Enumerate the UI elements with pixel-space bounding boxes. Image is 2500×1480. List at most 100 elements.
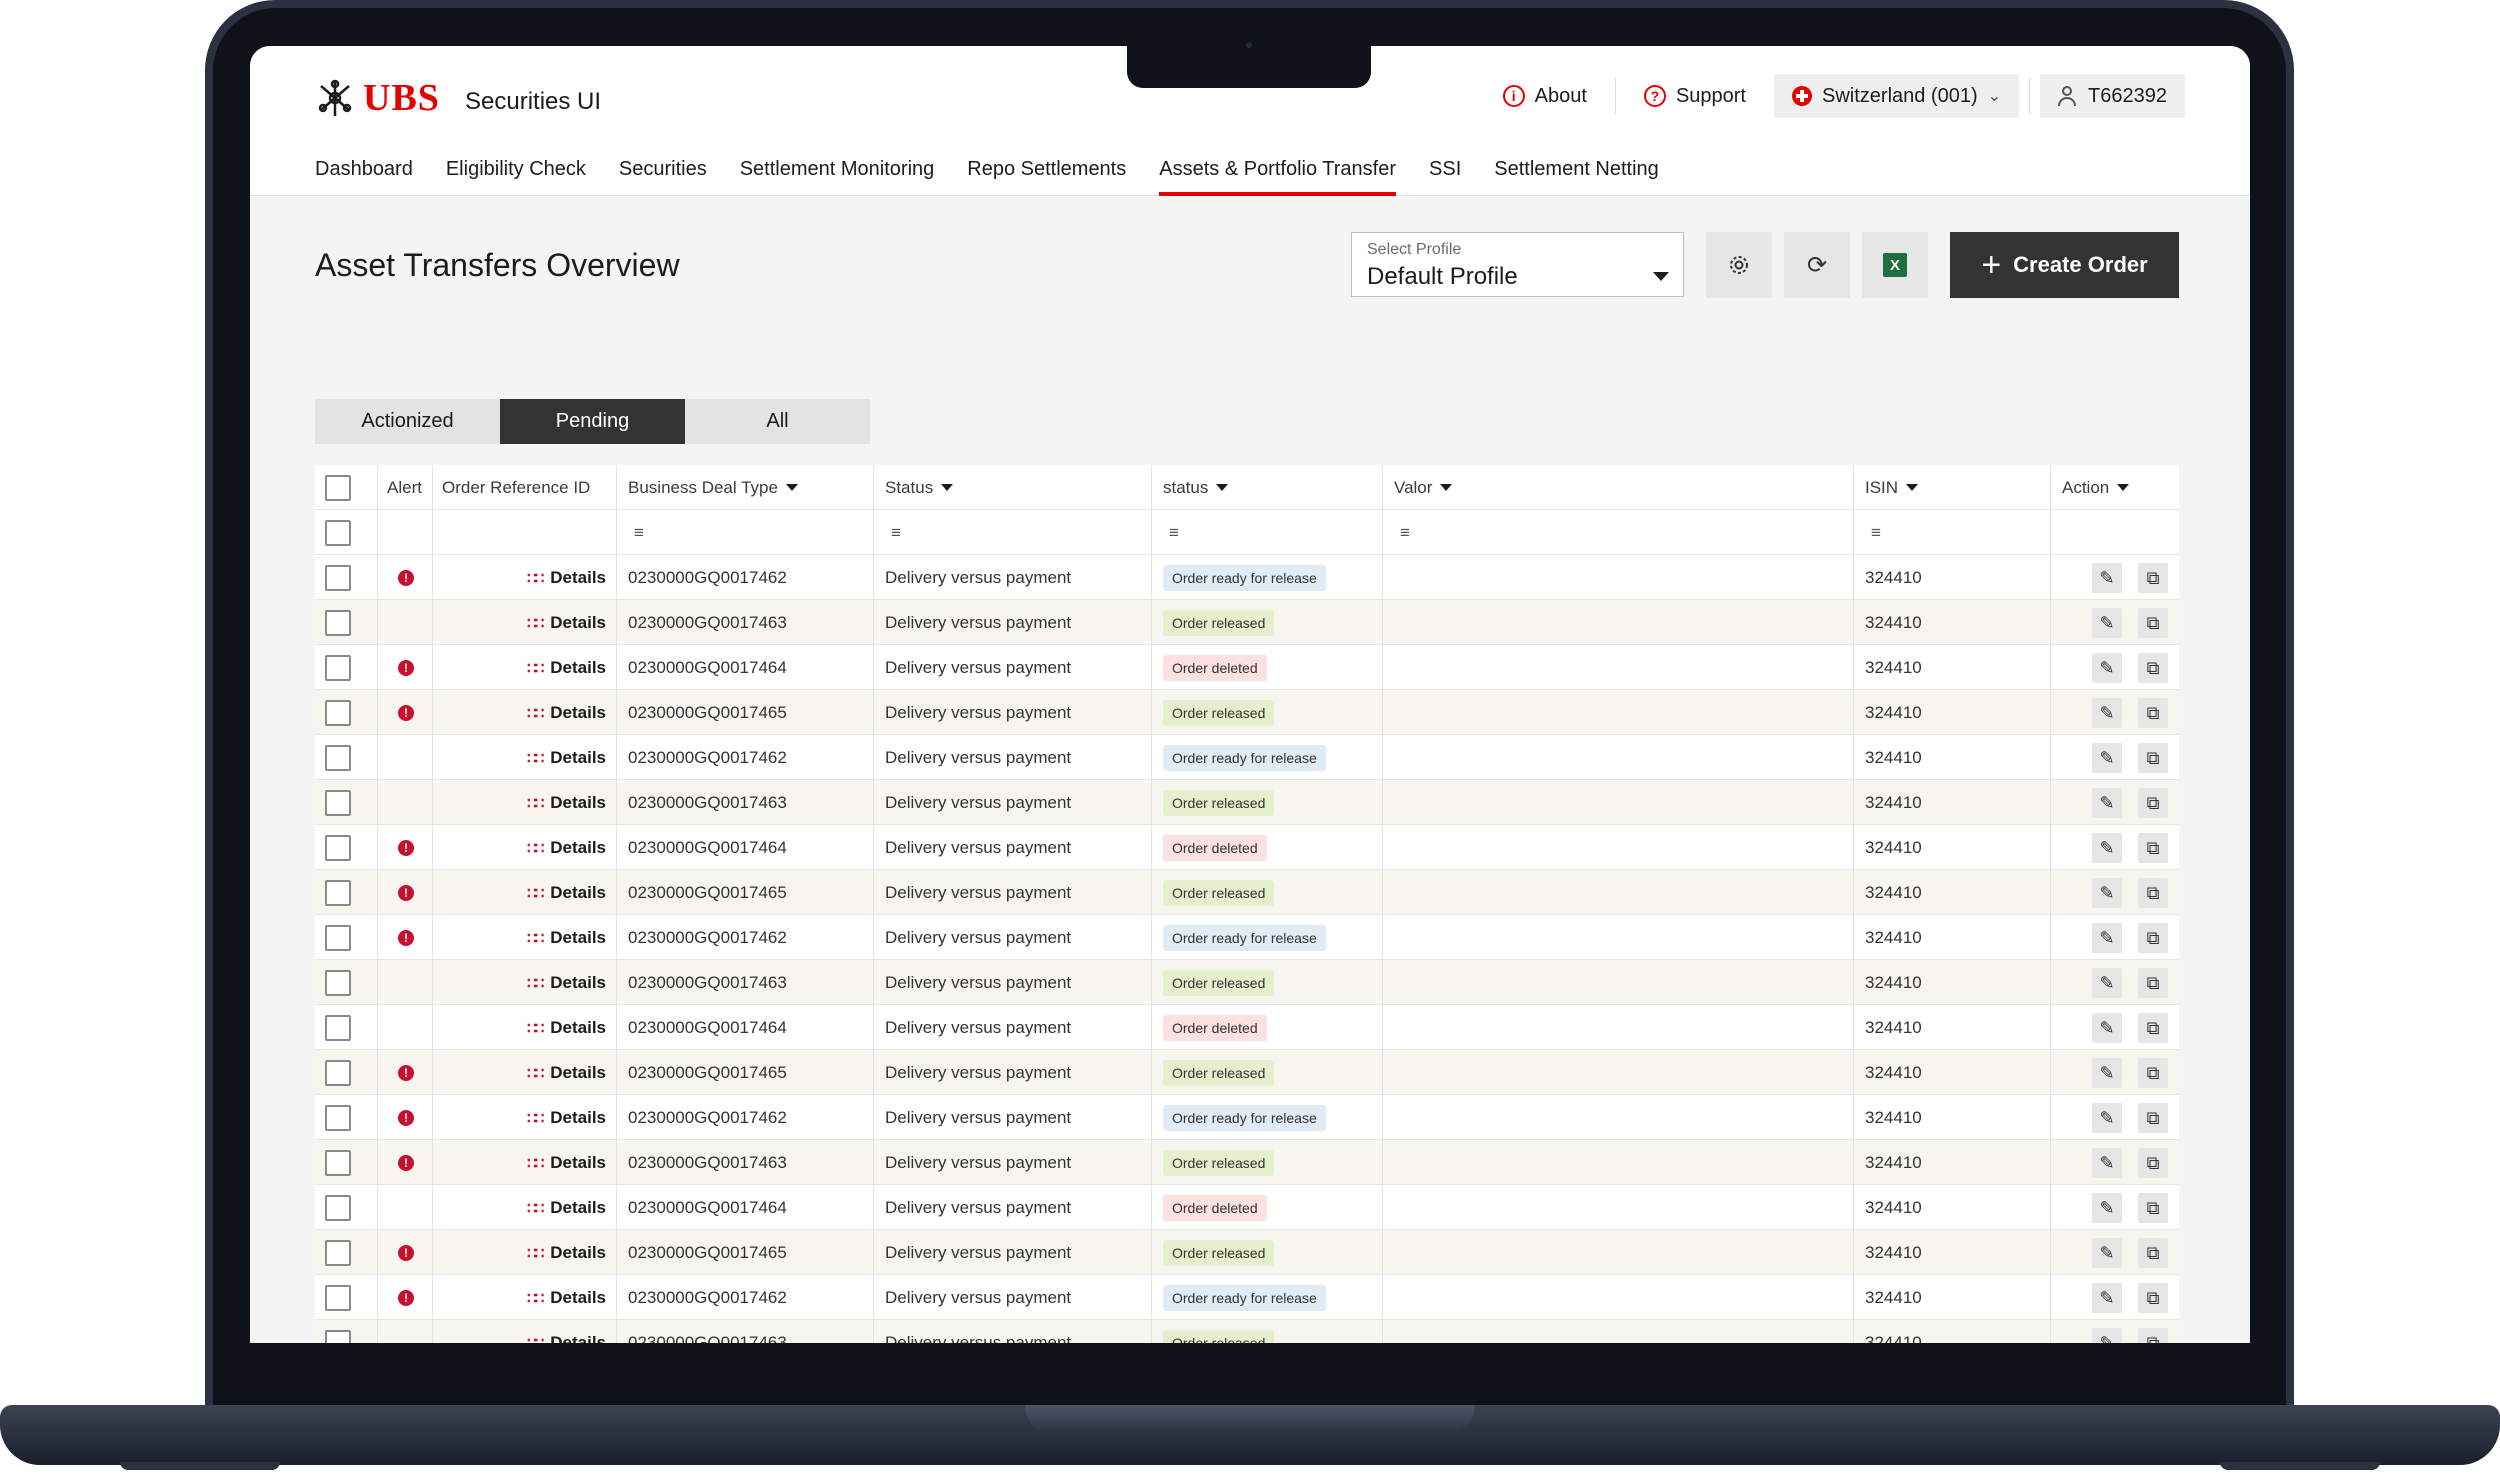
details-cell[interactable]: ∷∷ Details — [432, 600, 616, 645]
table-row[interactable]: ! ∷∷ Details 0230000GQ0017465 Delivery versu… — [315, 870, 2179, 915]
copy-button[interactable]: ⧉ — [2138, 743, 2168, 773]
row-checkbox[interactable] — [325, 879, 351, 906]
column-filter[interactable]: ≡ — [1169, 510, 1179, 555]
edit-button[interactable]: ✎ — [2092, 1148, 2122, 1178]
row-checkbox[interactable] — [325, 834, 351, 861]
details-cell[interactable]: ∷∷ Details — [432, 1005, 616, 1050]
edit-button[interactable]: ✎ — [2092, 788, 2122, 818]
copy-button[interactable]: ⧉ — [2138, 608, 2168, 638]
copy-button[interactable]: ⧉ — [2138, 698, 2168, 728]
row-checkbox[interactable] — [325, 1239, 351, 1266]
details-link[interactable]: Details — [550, 1017, 606, 1037]
row-checkbox[interactable] — [325, 699, 351, 726]
edit-button[interactable]: ✎ — [2092, 1103, 2122, 1133]
column-filter[interactable]: ≡ — [1400, 510, 1410, 555]
row-checkbox[interactable] — [325, 1014, 351, 1041]
table-row[interactable]: ! ∷∷ Details 0230000GQ0017465 Delivery versu… — [315, 1050, 2179, 1095]
copy-button[interactable]: ⧉ — [2138, 878, 2168, 908]
copy-button[interactable]: ⧉ — [2138, 1013, 2168, 1043]
export-excel-button[interactable]: X — [1862, 232, 1928, 298]
row-checkbox[interactable] — [325, 969, 351, 996]
details-link[interactable]: Details — [550, 1287, 606, 1307]
copy-button[interactable]: ⧉ — [2138, 1058, 2168, 1088]
profile-select[interactable]: Select Profile Default Profile — [1351, 232, 1684, 297]
table-row[interactable]: ! ∷∷ Details 0230000GQ0017463 Delivery versu… — [315, 1140, 2179, 1185]
copy-button[interactable]: ⧉ — [2138, 653, 2168, 683]
table-row[interactable]: ∷∷ Details 0230000GQ0017463 Delivery versus… — [315, 1320, 2179, 1343]
details-cell[interactable]: ∷∷ Details — [432, 870, 616, 915]
action-header[interactable]: Action — [2062, 465, 2130, 510]
details-link[interactable]: Details — [550, 567, 606, 587]
edit-button[interactable]: ✎ — [2092, 743, 2122, 773]
details-cell[interactable]: ∷∷ Details — [432, 1050, 616, 1095]
table-row[interactable]: ∷∷ Details 0230000GQ0017462 Delivery versus… — [315, 735, 2179, 780]
copy-button[interactable]: ⧉ — [2138, 1283, 2168, 1313]
ubs-logo[interactable]: UBS — [315, 76, 440, 120]
details-link[interactable]: Details — [550, 657, 606, 677]
details-link[interactable]: Details — [550, 1152, 606, 1172]
table-row[interactable]: ! ∷∷ Details 0230000GQ0017462 Delivery versu… — [315, 1095, 2179, 1140]
copy-button[interactable]: ⧉ — [2138, 1103, 2168, 1133]
details-cell[interactable]: ∷∷ Details — [432, 735, 616, 780]
edit-button[interactable]: ✎ — [2092, 1283, 2122, 1313]
nav-item-settlement-netting[interactable]: Settlement Netting — [1494, 158, 1659, 180]
tab-pending[interactable]: Pending — [500, 399, 685, 444]
details-cell[interactable]: ∷∷ Details — [432, 825, 616, 870]
row-checkbox[interactable] — [325, 654, 351, 681]
settings-button[interactable] — [1706, 232, 1772, 298]
edit-button[interactable]: ✎ — [2092, 1058, 2122, 1088]
edit-button[interactable]: ✎ — [2092, 563, 2122, 593]
details-cell[interactable]: ∷∷ Details — [432, 555, 616, 600]
details-link[interactable]: Details — [550, 927, 606, 947]
copy-button[interactable]: ⧉ — [2138, 788, 2168, 818]
tab-all[interactable]: All — [685, 399, 870, 444]
row-checkbox[interactable] — [325, 1194, 351, 1221]
table-row[interactable]: ! ∷∷ Details 0230000GQ0017464 Delivery versu… — [315, 645, 2179, 690]
status-header[interactable]: Status — [885, 465, 954, 510]
details-cell[interactable]: ∷∷ Details — [432, 915, 616, 960]
edit-button[interactable]: ✎ — [2092, 923, 2122, 953]
copy-button[interactable]: ⧉ — [2138, 1193, 2168, 1223]
row-checkbox[interactable] — [325, 1059, 351, 1086]
select-all-checkbox[interactable] — [325, 474, 351, 501]
edit-button[interactable]: ✎ — [2092, 1193, 2122, 1223]
edit-button[interactable]: ✎ — [2092, 833, 2122, 863]
table-row[interactable]: ∷∷ Details 0230000GQ0017464 Delivery versus… — [315, 1185, 2179, 1230]
details-link[interactable]: Details — [550, 1242, 606, 1262]
details-link[interactable]: Details — [550, 882, 606, 902]
copy-button[interactable]: ⧉ — [2138, 1148, 2168, 1178]
isin-header[interactable]: ISIN — [1865, 465, 1919, 510]
copy-button[interactable]: ⧉ — [2138, 833, 2168, 863]
details-cell[interactable]: ∷∷ Details — [432, 645, 616, 690]
edit-button[interactable]: ✎ — [2092, 608, 2122, 638]
nav-item-repo-settlements[interactable]: Repo Settlements — [967, 158, 1127, 180]
row-checkbox[interactable] — [325, 924, 351, 951]
row-checkbox[interactable] — [325, 564, 351, 591]
table-row[interactable]: ! ∷∷ Details 0230000GQ0017465 Delivery versu… — [315, 1230, 2179, 1275]
nav-item-eligibility-check[interactable]: Eligibility Check — [445, 158, 586, 180]
edit-button[interactable]: ✎ — [2092, 698, 2122, 728]
table-row[interactable]: ∷∷ Details 0230000GQ0017464 Delivery versus… — [315, 1005, 2179, 1050]
column-filter[interactable]: ≡ — [634, 510, 644, 555]
details-link[interactable]: Details — [550, 1107, 606, 1127]
details-link[interactable]: Details — [550, 1062, 606, 1082]
column-filter[interactable]: ≡ — [891, 510, 901, 555]
details-cell[interactable]: ∷∷ Details — [432, 1275, 616, 1320]
nav-item-ssi[interactable]: SSI — [1429, 158, 1462, 180]
nav-item-assets-portfolio-transfer[interactable]: Assets & Portfolio Transfer — [1159, 158, 1396, 196]
details-cell[interactable]: ∷∷ Details — [432, 690, 616, 735]
copy-button[interactable]: ⧉ — [2138, 923, 2168, 953]
status-secondary-header[interactable]: status — [1163, 465, 1229, 510]
user-menu[interactable]: T662392 — [2040, 74, 2185, 118]
copy-button[interactable]: ⧉ — [2138, 1238, 2168, 1268]
support-link[interactable]: ? Support — [1626, 74, 1764, 118]
details-link[interactable]: Details — [550, 792, 606, 812]
details-link[interactable]: Details — [550, 837, 606, 857]
row-checkbox[interactable] — [325, 1284, 351, 1311]
table-row[interactable]: ! ∷∷ Details 0230000GQ0017462 Delivery versu… — [315, 1275, 2179, 1320]
details-cell[interactable]: ∷∷ Details — [432, 1140, 616, 1185]
details-cell[interactable]: ∷∷ Details — [432, 1185, 616, 1230]
details-link[interactable]: Details — [550, 1197, 606, 1217]
details-link[interactable]: Details — [550, 1332, 606, 1344]
edit-button[interactable]: ✎ — [2092, 1328, 2122, 1343]
